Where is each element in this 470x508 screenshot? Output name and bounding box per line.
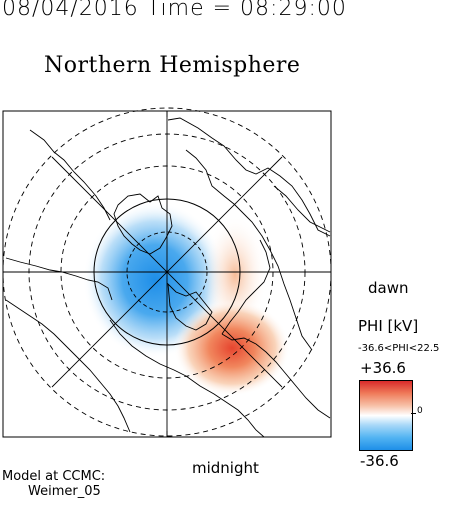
coastline-alaska <box>29 129 111 221</box>
coastline-north-america <box>5 257 113 301</box>
coastline-siberia <box>185 149 313 351</box>
colorbar-label: PHI [kV] <box>358 317 419 335</box>
coastline-hudson-bay <box>109 319 187 377</box>
coastline-west <box>5 299 131 433</box>
coastline-canadian-archipelago <box>167 282 213 331</box>
coastline-east-asia <box>273 185 331 233</box>
colorbar-max-label: +36.6 <box>360 359 406 377</box>
coastline-greenland <box>113 193 173 255</box>
colorbar-zero-tick <box>411 413 416 414</box>
colorbar-range-text: -36.6<PHI<22.5 <box>358 343 440 354</box>
meridian-diagonal-2 <box>51 156 283 388</box>
meridian-lines <box>3 111 331 437</box>
colorbar <box>359 380 413 451</box>
coastline-europe <box>221 333 331 419</box>
colorbar-min-label: -36.6 <box>360 452 399 470</box>
dawn-label: dawn <box>368 279 409 297</box>
coastline-eurasia-north <box>167 117 331 237</box>
credit-line-2: Weimer_05 <box>28 484 101 499</box>
frame-ticks <box>3 111 331 437</box>
map-title: Northern Hemisphere <box>44 53 301 78</box>
midnight-label: midnight <box>192 459 259 477</box>
datetime-header: 08/04/2016 Time = 08:29:00 <box>2 0 347 21</box>
colorbar-zero-label: 0 <box>417 406 423 416</box>
credit-line-1: Model at CCMC: <box>2 469 106 484</box>
coastline-scandinavia <box>221 239 271 335</box>
coastlines <box>5 117 331 437</box>
coastline-atlantic <box>185 375 265 437</box>
positive-potential-cell <box>174 300 290 396</box>
